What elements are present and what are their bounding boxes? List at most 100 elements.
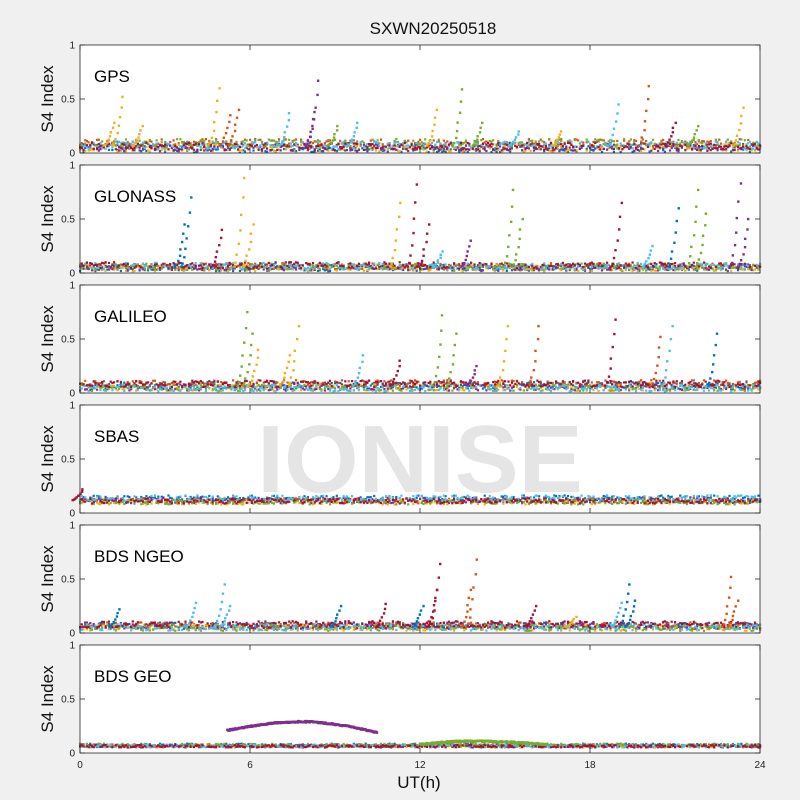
data-point — [89, 148, 92, 152]
data-point — [617, 266, 621, 269]
data-point — [672, 266, 675, 269]
data-point — [434, 143, 437, 146]
data-point — [228, 387, 231, 390]
data-point — [427, 264, 430, 267]
data-point — [313, 388, 316, 391]
data-point — [194, 143, 197, 146]
data-point — [742, 388, 745, 392]
data-point — [196, 150, 199, 153]
data-point — [410, 143, 413, 146]
data-point — [345, 148, 349, 152]
data-point — [638, 264, 641, 268]
data-point — [208, 139, 211, 143]
data-point — [178, 254, 182, 257]
data-point — [369, 266, 372, 270]
data-point — [600, 266, 604, 269]
data-point — [534, 147, 537, 150]
data-point — [672, 145, 675, 148]
data-point — [354, 146, 357, 149]
data-point — [415, 141, 418, 145]
data-point — [636, 267, 639, 270]
data-point — [381, 149, 384, 152]
data-point — [699, 147, 702, 150]
data-point — [645, 139, 648, 143]
data-point — [281, 267, 284, 270]
data-point — [573, 139, 576, 142]
data-point — [373, 262, 376, 265]
data-point — [736, 381, 740, 384]
data-point — [657, 381, 660, 385]
data-point — [753, 264, 757, 267]
data-point — [237, 145, 240, 148]
data-point — [184, 265, 187, 268]
data-point — [162, 147, 165, 150]
data-point — [317, 265, 320, 268]
data-point — [750, 266, 753, 269]
data-point — [556, 262, 559, 266]
data-point — [439, 256, 442, 259]
data-point — [689, 141, 693, 145]
data-point — [466, 268, 469, 271]
data-point — [386, 264, 389, 267]
data-point — [218, 267, 221, 270]
data-point — [612, 256, 616, 260]
data-point — [106, 265, 109, 268]
data-point — [424, 138, 427, 141]
data-point — [160, 383, 163, 386]
data-point — [123, 264, 126, 267]
data-point — [517, 143, 520, 147]
data-point — [617, 383, 621, 387]
data-point — [492, 143, 495, 146]
data-point — [164, 143, 167, 146]
data-point — [708, 265, 711, 268]
data-point — [228, 268, 231, 271]
data-point — [616, 265, 619, 268]
data-point — [167, 263, 170, 267]
data-point — [192, 150, 196, 154]
data-point — [458, 389, 461, 392]
data-point — [291, 149, 294, 152]
data-point — [126, 262, 129, 266]
data-point — [235, 143, 238, 146]
data-point — [289, 387, 292, 391]
data-point — [177, 382, 180, 385]
data-point — [327, 267, 330, 270]
data-point — [187, 143, 190, 147]
data-point — [548, 264, 551, 268]
data-point — [716, 267, 719, 270]
data-point — [638, 380, 641, 383]
data-point — [672, 268, 675, 272]
data-point — [226, 126, 229, 130]
data-point — [388, 383, 391, 386]
data-point — [132, 143, 135, 146]
data-point — [568, 267, 571, 270]
data-point — [198, 141, 201, 144]
data-point — [633, 149, 636, 153]
data-point — [289, 261, 292, 264]
data-point — [272, 263, 275, 266]
data-point — [657, 267, 660, 271]
data-point — [716, 143, 719, 147]
data-point — [94, 268, 97, 271]
data-point — [473, 145, 476, 148]
data-point — [692, 261, 695, 264]
data-point — [629, 138, 632, 141]
data-point — [327, 149, 330, 152]
data-point — [746, 217, 750, 221]
data-point — [119, 142, 122, 145]
data-point — [458, 111, 462, 114]
data-point — [286, 143, 289, 147]
data-point — [376, 139, 379, 142]
data-point — [228, 120, 231, 124]
data-point — [175, 149, 179, 152]
data-point — [410, 268, 413, 271]
data-point — [160, 267, 163, 270]
data-point — [388, 263, 391, 267]
data-point — [565, 144, 568, 148]
data-point — [585, 149, 588, 152]
data-point — [198, 143, 201, 146]
data-point — [393, 142, 396, 145]
data-point — [323, 381, 326, 384]
data-point — [245, 269, 248, 272]
data-point — [400, 264, 403, 267]
